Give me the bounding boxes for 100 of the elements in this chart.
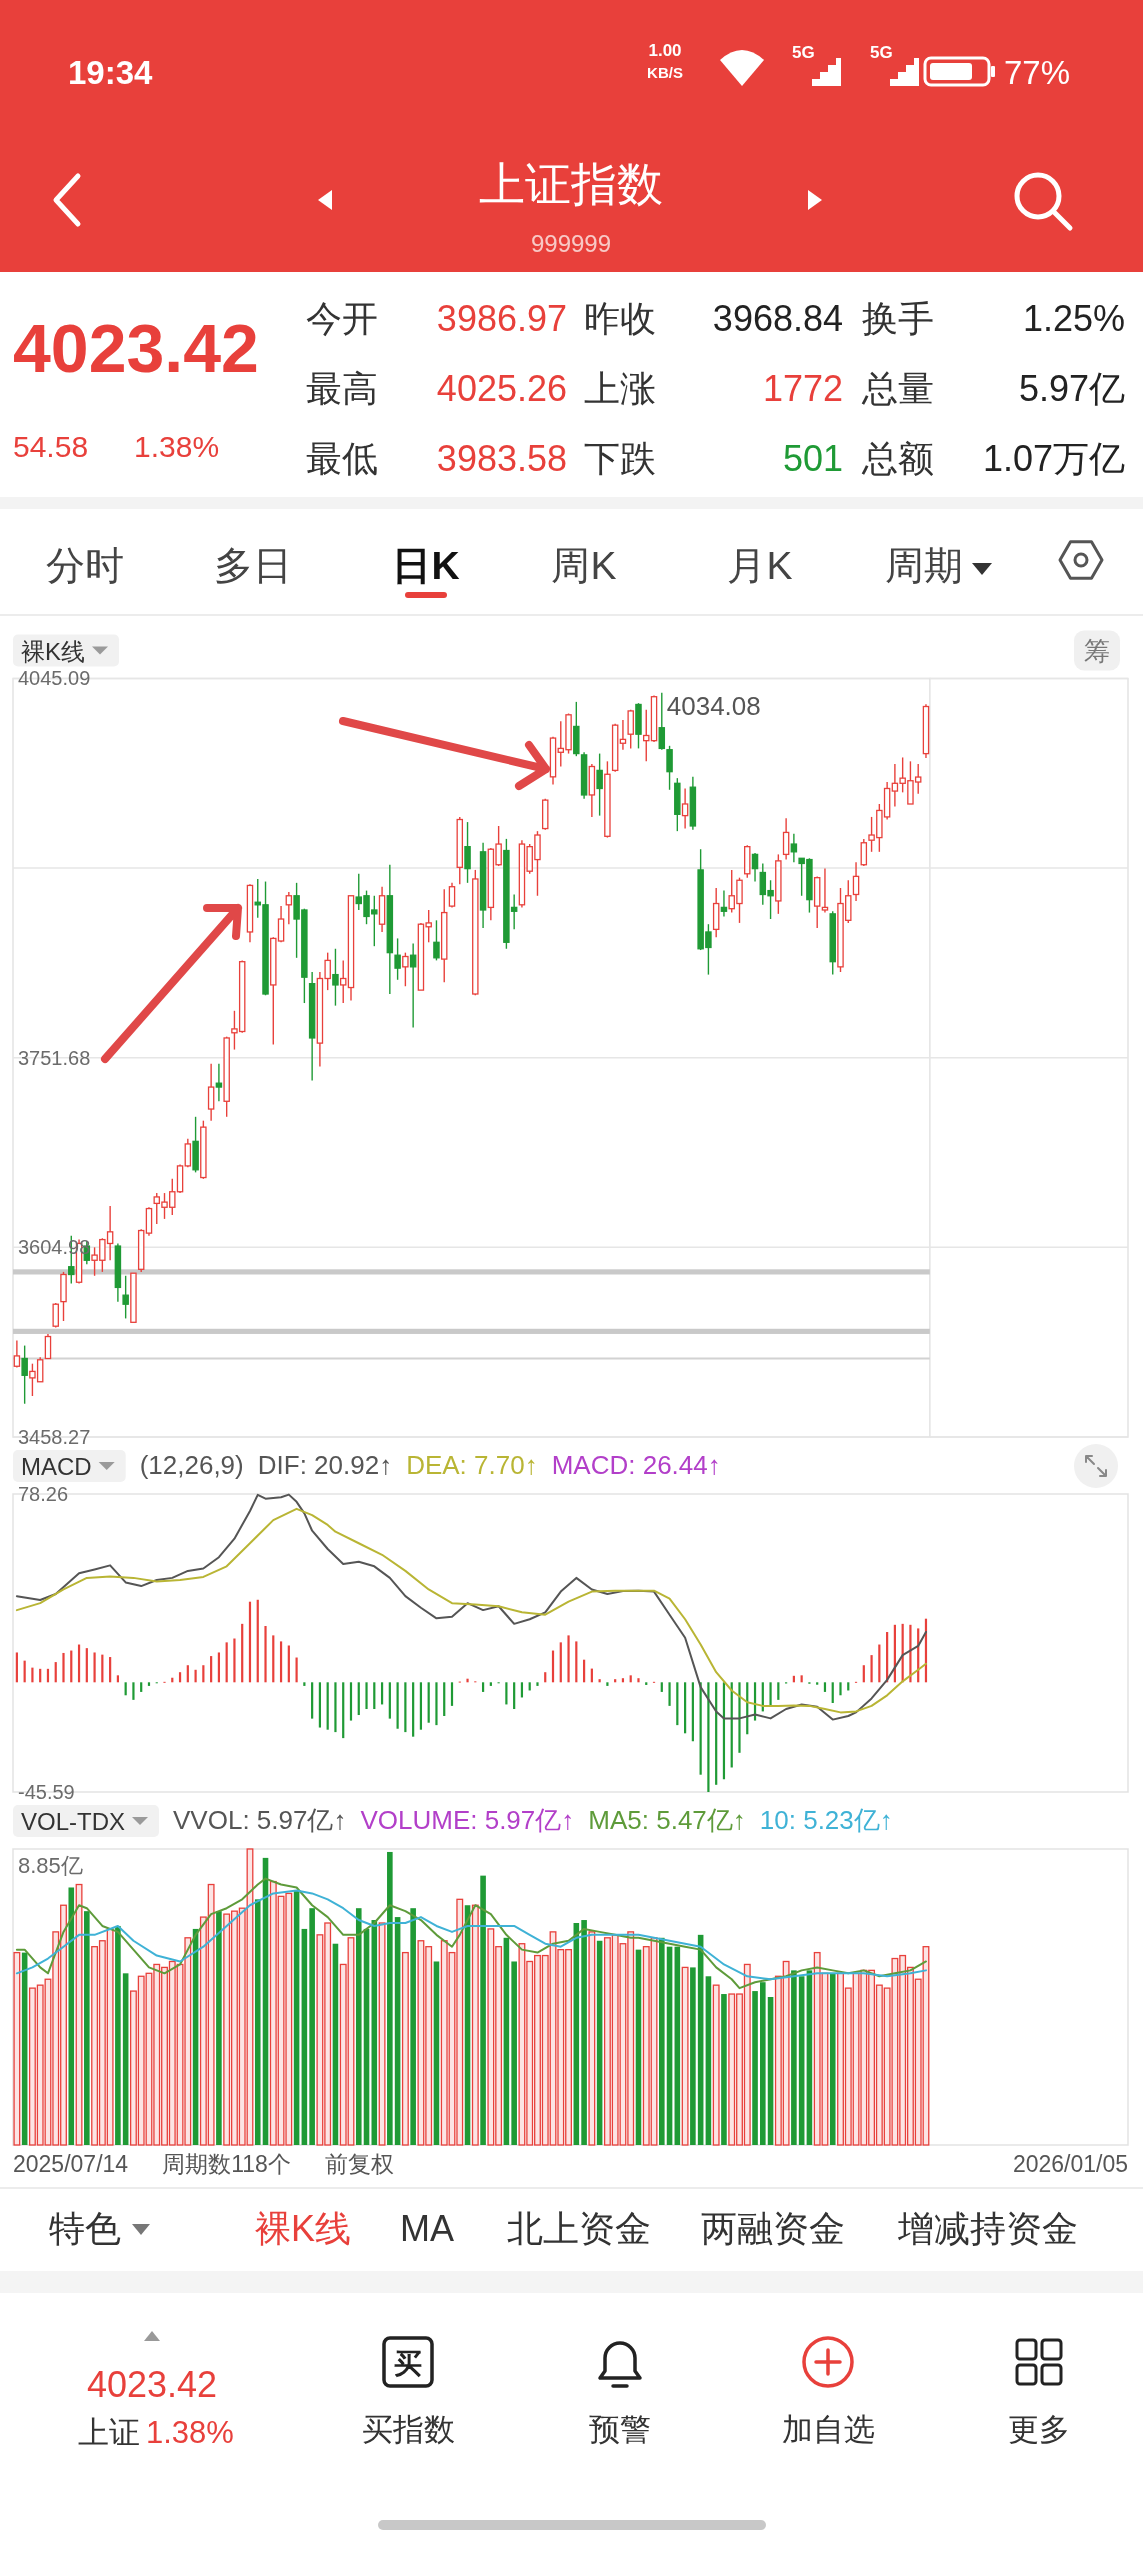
bar	[816, 1682, 819, 1685]
bar	[443, 1682, 446, 1716]
text: 加自选	[781, 2412, 875, 2447]
text: 增减持资金	[897, 2208, 1078, 2249]
candlestick	[790, 833, 798, 863]
text: 月K	[727, 544, 793, 587]
text: 5G	[792, 43, 815, 62]
candlestick	[394, 937, 401, 981]
bar	[380, 1682, 384, 1705]
candlestick	[433, 919, 440, 962]
bar	[233, 1638, 236, 1683]
candlestick	[13, 1339, 21, 1369]
bar	[676, 1682, 679, 1726]
bar	[511, 1961, 517, 2145]
bar	[326, 1682, 329, 1730]
y-tick-label: 78.26	[18, 1482, 69, 1505]
text: 54.58	[13, 430, 89, 463]
bar	[489, 1682, 492, 1686]
bar	[435, 1682, 438, 1726]
bar	[481, 1682, 485, 1692]
text: 4023.42	[86, 2364, 218, 2405]
candlestick	[44, 1333, 52, 1360]
y-tick-label: 4045.09	[18, 667, 91, 690]
bar	[62, 1652, 65, 1683]
bar	[575, 1641, 578, 1683]
candlestick	[215, 1063, 223, 1102]
bar	[870, 1655, 873, 1683]
text: 周期	[885, 544, 963, 587]
text: KB/S	[647, 64, 683, 81]
text: 1.07万亿	[982, 438, 1125, 479]
bar	[839, 1682, 842, 1696]
candlestick	[339, 959, 347, 1004]
text: 两融资金	[701, 2208, 845, 2249]
text: 3986.97	[436, 298, 567, 339]
bar	[93, 1652, 96, 1683]
text: 3968.84	[712, 298, 843, 339]
bar	[760, 1982, 766, 2145]
bar	[287, 1645, 290, 1683]
candlestick	[860, 838, 868, 867]
candlestick	[464, 821, 471, 884]
annotation: 8.85亿	[18, 1853, 83, 1878]
bar	[357, 1682, 360, 1716]
candlestick	[285, 891, 293, 925]
text: 周期数118个	[162, 2151, 291, 2177]
text: 999999	[530, 230, 612, 257]
candlestick	[681, 787, 689, 830]
text: 上证指数	[479, 158, 663, 210]
bar	[396, 1682, 399, 1729]
text: 昨收	[584, 298, 656, 339]
bar	[279, 1641, 283, 1683]
bar	[311, 1682, 314, 1719]
text: 日K	[392, 544, 460, 587]
bar	[404, 1682, 407, 1733]
bar	[606, 1682, 609, 1686]
chart-title: VOL-TDX	[21, 1808, 126, 1835]
bar	[31, 1667, 34, 1683]
bar	[659, 1937, 665, 2145]
text: 2026/01/05	[1012, 2151, 1128, 2177]
bar	[427, 1682, 430, 1723]
bar	[210, 1656, 213, 1683]
text: 19:34	[68, 54, 154, 91]
text: 下跌	[584, 438, 656, 479]
bar	[567, 1635, 570, 1683]
bar	[254, 1899, 261, 2145]
text: 10: 5.23亿↑	[759, 1805, 893, 1835]
bar	[85, 1648, 88, 1683]
bar	[387, 1851, 393, 2145]
bar	[225, 1642, 228, 1683]
text: 5.97亿	[1018, 368, 1125, 409]
text: 上证	[78, 2415, 140, 2450]
chart-title: 裸K线	[21, 637, 86, 665]
series-label: DIF: 20.92↑	[257, 1450, 393, 1480]
bar	[559, 1642, 562, 1683]
bar	[388, 1682, 391, 1719]
text: DEA: 7.70↑	[406, 1450, 538, 1480]
bar	[581, 1920, 587, 2145]
bar	[373, 1682, 376, 1710]
text: 上涨	[584, 368, 656, 409]
text: 裸K线	[254, 2208, 352, 2249]
candlestick	[720, 889, 728, 918]
text: 预警	[589, 2412, 651, 2447]
bar	[272, 1635, 275, 1683]
y-tick-label: -45.59	[18, 1780, 75, 1803]
text: MA5: 5.47亿↑	[588, 1805, 746, 1835]
bar	[777, 1682, 780, 1700]
text: 4023.42	[13, 310, 259, 386]
text: 最低	[306, 438, 378, 479]
bar	[791, 1970, 797, 2145]
text: 1.25%	[1022, 298, 1125, 339]
bar	[480, 1875, 486, 2145]
text: 筹	[1084, 635, 1110, 666]
candlestick	[821, 867, 829, 914]
bar	[334, 1682, 337, 1733]
text: 总额	[861, 438, 934, 479]
text: 今开	[306, 298, 378, 339]
bar	[355, 1908, 362, 2145]
bar	[412, 1682, 415, 1737]
candlestick	[402, 951, 409, 987]
bar	[241, 1623, 244, 1683]
bar	[309, 1908, 315, 2145]
